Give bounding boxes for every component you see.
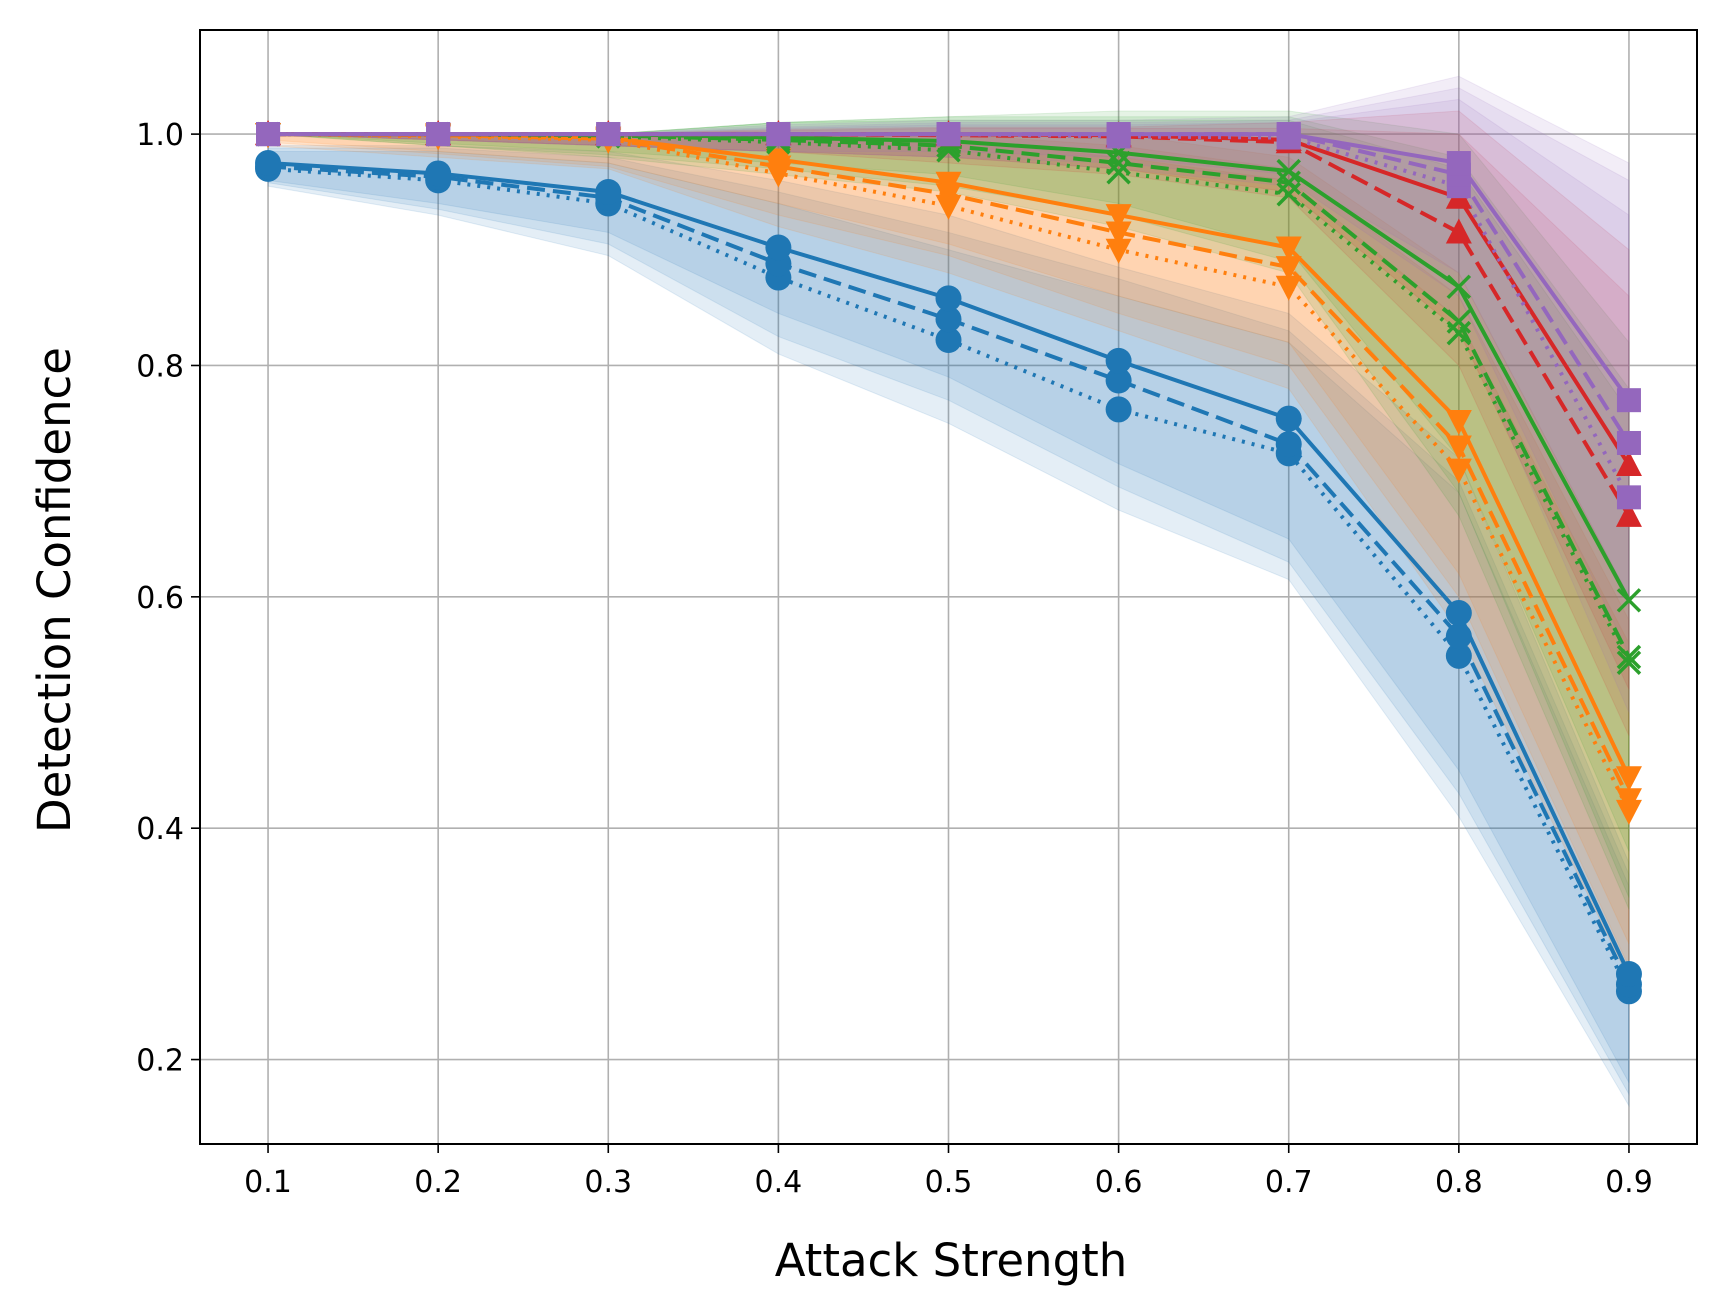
axis-ticks: 0.1 0.2 0.3 0.4 0.5 0.6 0.7 0.8 0.9 0.2 0.4 0.6 0.8 1…: [136, 118, 1653, 1200]
data-point: [1615, 960, 1642, 987]
x-tick-label: 0.8: [1435, 1165, 1483, 1200]
data-point: [936, 122, 961, 147]
data-point: [1275, 431, 1302, 458]
data-point: [1446, 151, 1471, 176]
data-point: [765, 148, 792, 174]
data-point: [255, 150, 282, 177]
x-tick-label: 0.7: [1265, 1165, 1313, 1200]
data-point: [256, 122, 281, 147]
x-tick-label: 0.3: [584, 1165, 632, 1200]
data-point: [1445, 600, 1472, 627]
data-point: [1445, 409, 1472, 435]
data-point: [425, 160, 452, 187]
data-point: [1616, 644, 1642, 670]
data-point: [1445, 623, 1472, 650]
data-point: [1276, 170, 1301, 195]
y-tick-label: 0.4: [136, 812, 184, 847]
confidence-band: [267, 150, 1630, 1108]
data-point: [1105, 347, 1132, 374]
x-tick-label: 0.9: [1605, 1165, 1653, 1200]
data-point: [596, 122, 621, 147]
x-tick-label: 0.4: [755, 1165, 803, 1200]
data-point: [1445, 218, 1472, 244]
series-markers: [255, 120, 1642, 1005]
data-point: [765, 234, 792, 261]
data-point: [1276, 158, 1301, 184]
data-point: [1615, 788, 1642, 814]
data-point: [935, 285, 962, 312]
data-point: [1445, 435, 1472, 461]
data-point: [1616, 650, 1642, 676]
data-point: [1106, 150, 1131, 176]
x-tick-label: 0.5: [925, 1165, 973, 1200]
y-tick-label: 0.6: [136, 581, 184, 616]
data-point: [1616, 388, 1641, 413]
data-point: [935, 327, 962, 354]
y-axis-label: Detection Confidence: [28, 347, 81, 833]
x-tick-label: 0.1: [244, 1165, 292, 1200]
data-point: [1445, 642, 1472, 669]
data-point: [1616, 430, 1641, 455]
y-tick-label: 1.0: [136, 118, 184, 153]
data-point: [1105, 367, 1132, 394]
data-point: [1276, 122, 1301, 147]
data-point: [426, 122, 451, 147]
y-tick-label: 0.8: [136, 349, 184, 384]
data-point: [1615, 501, 1642, 527]
data-point: [1275, 275, 1302, 301]
x-axis-label: Attack Strength: [775, 1234, 1128, 1287]
data-point: [1275, 405, 1302, 432]
y-tick-label: 0.2: [136, 1044, 184, 1079]
data-point: [766, 122, 791, 147]
confidence-band: [268, 116, 1630, 898]
data-point: [1446, 274, 1472, 300]
data-point: [935, 306, 962, 333]
data-point: [1276, 182, 1301, 207]
data-point: [1445, 458, 1472, 484]
data-point: [1105, 238, 1132, 264]
confidence-band: [268, 87, 1630, 655]
data-point: [1275, 236, 1302, 262]
data-point: [1105, 396, 1132, 423]
data-point: [1616, 588, 1642, 613]
data-point: [1106, 122, 1131, 147]
x-tick-label: 0.6: [1095, 1165, 1143, 1200]
data-point: [1616, 485, 1641, 510]
data-point: [935, 171, 962, 197]
confidence-band: [268, 75, 1630, 598]
data-point: [1615, 766, 1642, 792]
data-point: [1105, 221, 1132, 247]
data-point: [1615, 450, 1642, 476]
data-point: [1105, 204, 1132, 230]
data-point: [595, 178, 622, 205]
data-point: [1446, 309, 1472, 334]
data-point: [1106, 160, 1131, 185]
data-point: [1275, 256, 1302, 282]
confidence-band: [267, 147, 1630, 1097]
x-tick-label: 0.2: [414, 1165, 462, 1200]
data-point: [1446, 320, 1472, 346]
